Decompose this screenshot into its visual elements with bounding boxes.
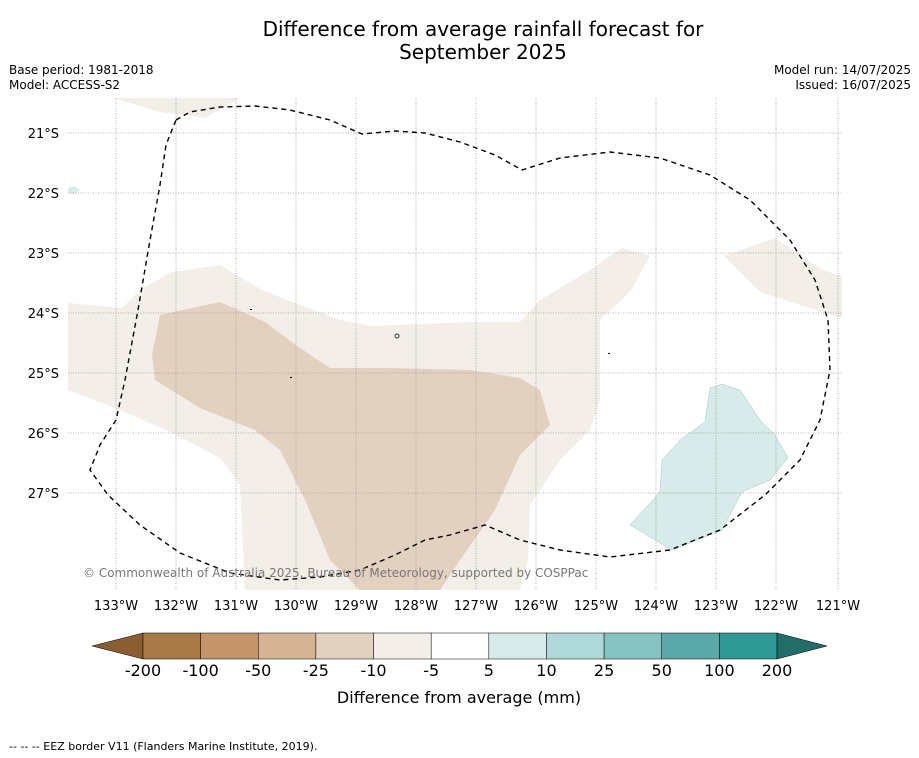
latitude-labels: 21°S 22°S 23°S 24°S 25°S 26°S 27°S — [28, 127, 59, 502]
lon-label: 124°W — [634, 599, 678, 614]
colorbar-segment — [603, 632, 662, 660]
lon-label: 133°W — [94, 599, 138, 614]
colorbar-under-arrow — [91, 632, 144, 660]
colorbar-segment — [200, 632, 259, 660]
meta-right: Model run: 14/07/2025 Issued: 16/07/2025 — [774, 63, 911, 93]
lat-label: 21°S — [28, 127, 59, 142]
colorbar-tick-label: -5 — [423, 661, 439, 680]
colorbar-tick-label: 200 — [762, 661, 793, 680]
colorbar-segment — [430, 632, 490, 660]
lon-label: 123°W — [694, 599, 738, 614]
colorbar-segment — [719, 632, 778, 660]
gridlines — [68, 98, 842, 590]
copyright-text: © Commonwealth of Australia 2025, Bureau… — [83, 566, 588, 580]
colorbar-label: Difference from average (mm) — [337, 688, 581, 707]
colorbar-tick-label: -200 — [125, 661, 161, 680]
eez-legend-text: -- -- -- EEZ border V11 (Flanders Marine… — [9, 740, 318, 753]
lat-label: 27°S — [28, 487, 59, 502]
lon-label: 125°W — [574, 599, 618, 614]
colorbar-segment — [258, 632, 317, 660]
lon-label: 131°W — [214, 599, 258, 614]
eez-border — [89, 105, 831, 581]
colorbar-segment — [142, 632, 201, 660]
lat-label: 23°S — [28, 247, 59, 262]
contour-plus5-east — [629, 383, 789, 551]
lon-label: 129°W — [334, 599, 378, 614]
colorbar-segment — [373, 632, 432, 660]
colorbar-tick-label: -100 — [182, 661, 218, 680]
colorbar-tick-label: -25 — [303, 661, 329, 680]
lat-label: 24°S — [28, 307, 59, 322]
contour-minus10-main — [152, 302, 550, 590]
lat-label: 25°S — [28, 367, 59, 382]
lon-label: 128°W — [394, 599, 438, 614]
colorbar-tick-label: 50 — [652, 661, 672, 680]
longitude-labels: 133°W 132°W 131°W 130°W 129°W 128°W 127°… — [94, 599, 860, 614]
lon-label: 121°W — [816, 599, 860, 614]
meta-left: Base period: 1981-2018 Model: ACCESS-S2 — [9, 63, 154, 93]
colorbar-tick-label: 100 — [704, 661, 735, 680]
colorbar-segment — [488, 632, 547, 660]
island-markers — [250, 309, 610, 378]
colorbar: -200 -100 -50 -25 -10 -5 5 10 25 50 100 200 Differe… — [91, 632, 828, 707]
contour-plus5-small — [68, 186, 80, 194]
model-run-text: Model run: 14/07/2025 — [773, 63, 911, 77]
lon-label: 132°W — [154, 599, 198, 614]
lon-label: 122°W — [754, 599, 798, 614]
issued-text: Issued: 16/07/2025 — [795, 78, 911, 92]
colorbar-segment — [661, 632, 720, 660]
contour-minus5-right — [724, 238, 842, 318]
lon-label: 130°W — [274, 599, 318, 614]
model-text: Model: ACCESS-S2 — [9, 78, 121, 92]
contour-minus5-topleft — [113, 98, 240, 118]
colorbar-segments — [142, 632, 778, 660]
lon-label: 127°W — [454, 599, 498, 614]
title-line-1: Difference from average rainfall forecas… — [262, 17, 704, 41]
colorbar-tick-label: 5 — [484, 661, 494, 680]
colorbar-segment — [315, 632, 374, 660]
base-period-text: Base period: 1981-2018 — [9, 63, 154, 77]
colorbar-ticks: -200 -100 -50 -25 -10 -5 5 10 25 50 100 200 — [125, 661, 792, 680]
contour-layer — [68, 98, 842, 590]
colorbar-over-arrow — [776, 632, 828, 660]
lon-label: 126°W — [514, 599, 558, 614]
colorbar-segment — [546, 632, 605, 660]
lat-label: 26°S — [28, 427, 59, 442]
colorbar-tick-label: -50 — [245, 661, 271, 680]
lat-label: 22°S — [28, 187, 59, 202]
title-line-2: September 2025 — [399, 40, 567, 64]
colorbar-tick-label: 10 — [536, 661, 556, 680]
map-title: Difference from average rainfall forecas… — [0, 18, 919, 64]
colorbar-tick-label: 25 — [594, 661, 614, 680]
colorbar-tick-label: -10 — [360, 661, 386, 680]
